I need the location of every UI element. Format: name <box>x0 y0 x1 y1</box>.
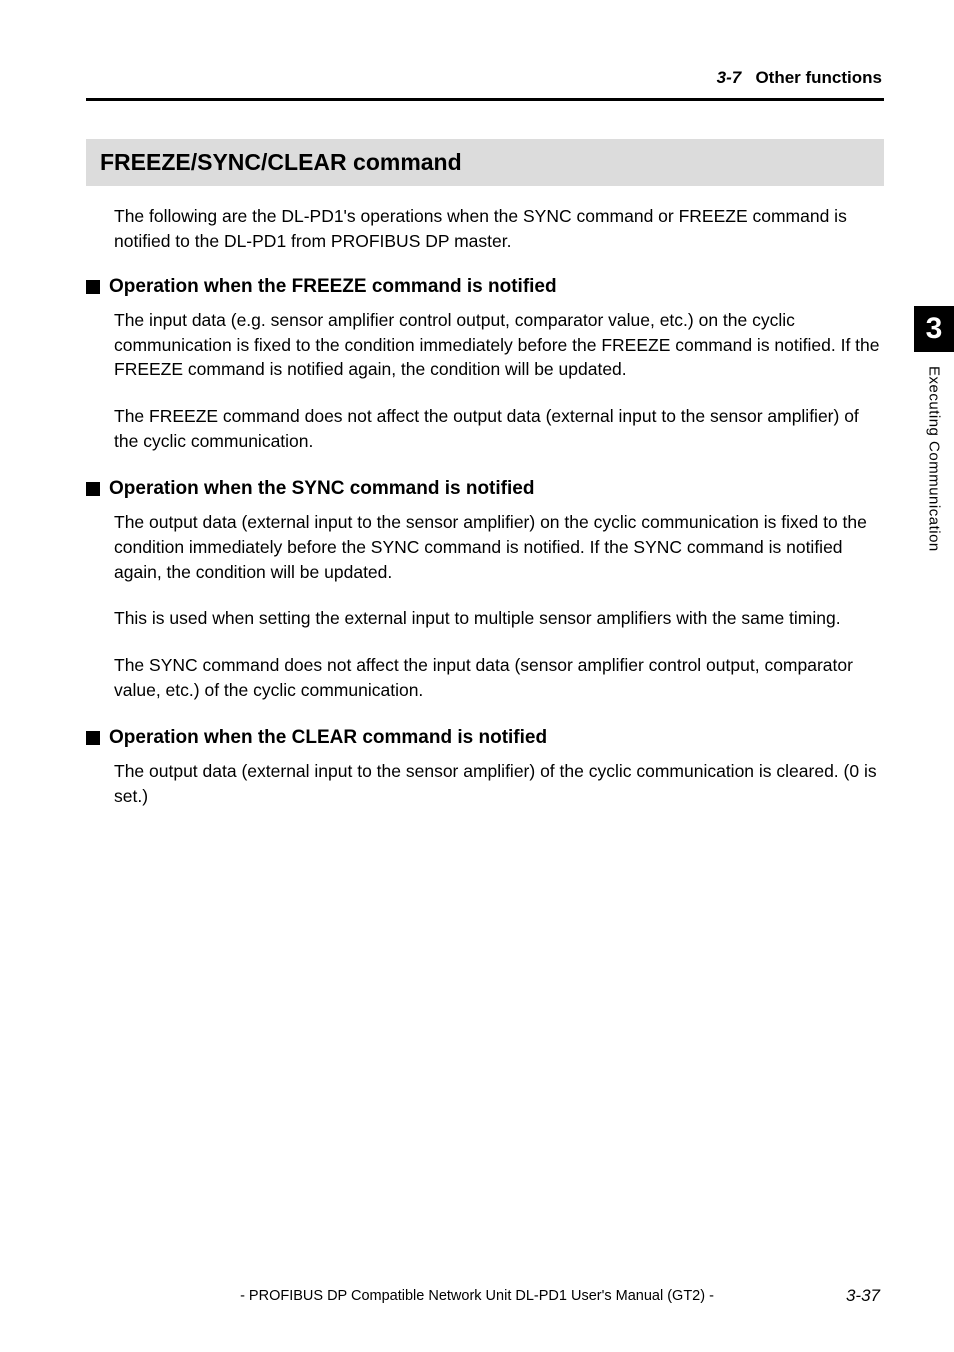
footer-text: - PROFIBUS DP Compatible Network Unit DL… <box>0 1288 954 1304</box>
side-tab: 3 Executing Communication <box>914 306 954 552</box>
intro-paragraph: The following are the DL-PD1's operation… <box>114 204 880 254</box>
square-bullet-icon <box>86 731 100 745</box>
section-body-clear: The output data (external input to the s… <box>86 759 884 809</box>
section-number: 3-7 <box>717 68 742 87</box>
paragraph: The SYNC command does not affect the inp… <box>114 653 884 703</box>
subheading-freeze: Operation when the FREEZE command is not… <box>86 276 884 298</box>
subheading-text: Operation when the FREEZE command is not… <box>109 276 557 298</box>
page-number: 3-37 <box>846 1286 880 1306</box>
header-rule <box>86 98 884 101</box>
square-bullet-icon <box>86 280 100 294</box>
paragraph: The input data (e.g. sensor amplifier co… <box>114 308 884 383</box>
section-body-freeze: The input data (e.g. sensor amplifier co… <box>86 308 884 454</box>
subheading-sync: Operation when the SYNC command is notif… <box>86 478 884 500</box>
section-title: Other functions <box>755 68 882 87</box>
main-heading: FREEZE/SYNC/CLEAR command <box>86 139 884 186</box>
section-body-sync: The output data (external input to the s… <box>86 510 884 703</box>
chapter-number-badge: 3 <box>914 306 954 352</box>
paragraph: The output data (external input to the s… <box>114 510 884 585</box>
subheading-text: Operation when the CLEAR command is noti… <box>109 727 547 749</box>
paragraph: The output data (external input to the s… <box>114 759 884 809</box>
paragraph: This is used when setting the external i… <box>114 606 884 631</box>
paragraph: The FREEZE command does not affect the o… <box>114 404 884 454</box>
subheading-clear: Operation when the CLEAR command is noti… <box>86 727 884 749</box>
page-header: 3-7 Other functions <box>86 68 884 88</box>
subheading-text: Operation when the SYNC command is notif… <box>109 478 534 500</box>
square-bullet-icon <box>86 482 100 496</box>
chapter-title-vertical: Executing Communication <box>926 366 943 552</box>
